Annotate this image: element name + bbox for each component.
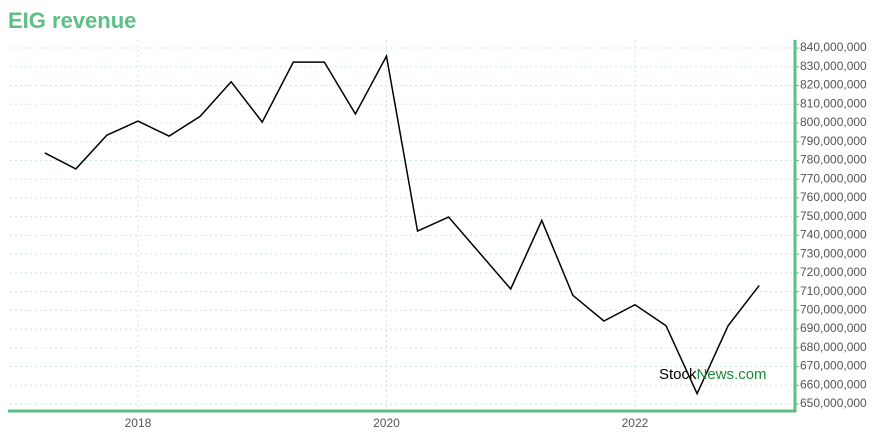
watermark-part: News.com	[697, 366, 767, 383]
y-tick-label: 790,000,000	[800, 134, 867, 148]
y-tick-label: 780,000,000	[800, 153, 867, 167]
y-tick-label: 680,000,000	[800, 340, 867, 354]
line	[44, 53, 760, 396]
y-tick-label: 830,000,000	[800, 59, 867, 73]
y-tick-label: 810,000,000	[800, 96, 867, 110]
y-tick-label: 800,000,000	[800, 115, 867, 129]
watermark-part: Stock	[659, 366, 697, 383]
y-tick-label: 650,000,000	[800, 396, 867, 410]
y-tick-label: 710,000,000	[800, 284, 867, 298]
x-tick-label: 2022	[622, 416, 649, 430]
x-tick-label: 2018	[125, 416, 152, 430]
y-tick-label: 670,000,000	[800, 359, 867, 373]
y-tick-label: 740,000,000	[800, 228, 867, 242]
y-tick-label: 720,000,000	[800, 265, 867, 279]
y-tick-label: 770,000,000	[800, 171, 867, 185]
y-tick-label: 750,000,000	[800, 209, 867, 223]
y-tick-label: 840,000,000	[800, 40, 867, 54]
x-tick-label: 2020	[373, 416, 400, 430]
y-tick-label: 660,000,000	[800, 377, 867, 391]
watermark: StockNews.com	[659, 366, 767, 383]
y-tick-label: 730,000,000	[800, 246, 867, 260]
y-tick-label: 760,000,000	[800, 190, 867, 204]
y-tick-label: 820,000,000	[800, 78, 867, 92]
y-tick-label: 700,000,000	[800, 303, 867, 317]
chart-title: EIG revenue	[8, 8, 136, 33]
y-tick-label: 690,000,000	[800, 321, 867, 335]
